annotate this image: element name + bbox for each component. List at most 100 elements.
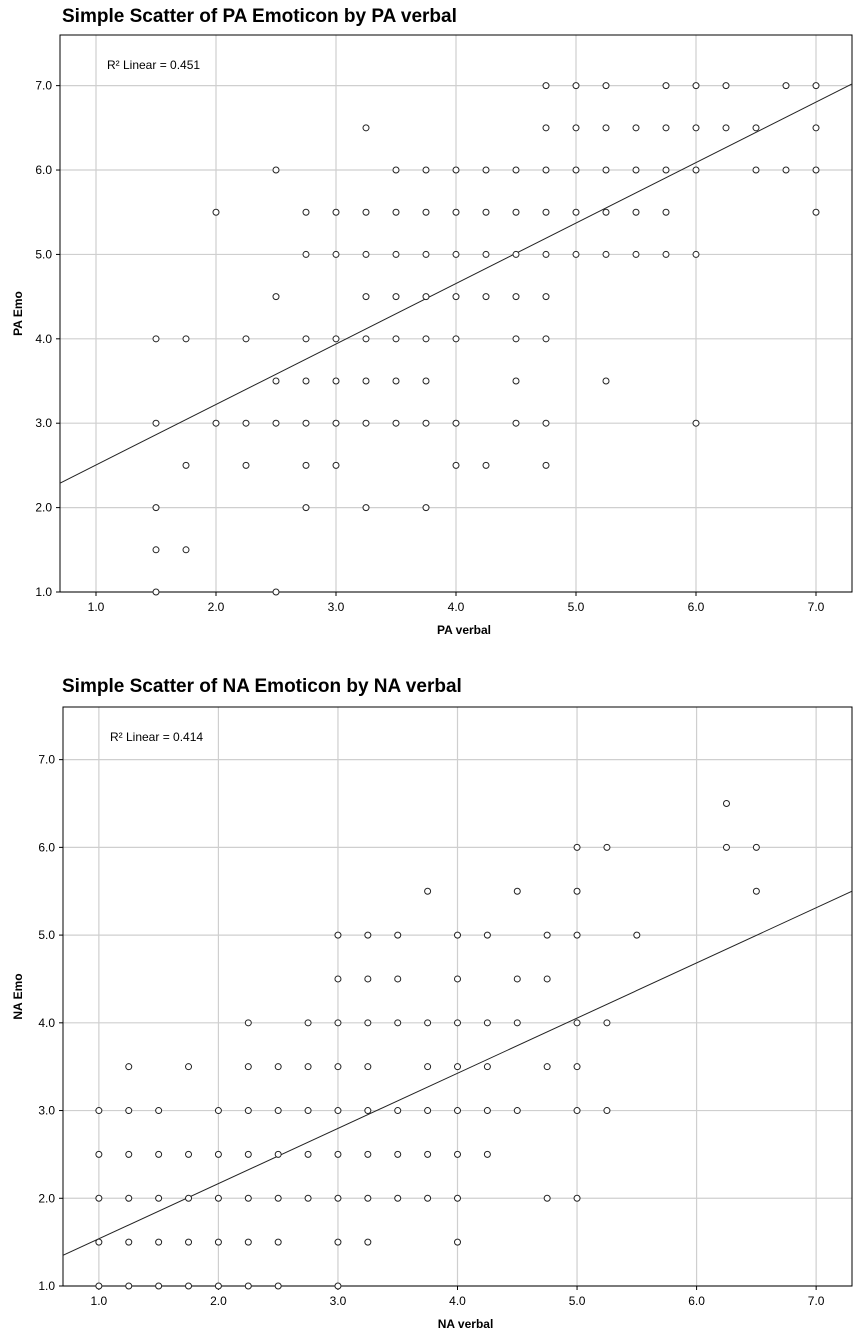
- data-point: [512, 377, 520, 385]
- y-tick-label: 1.0: [38, 1279, 55, 1293]
- data-point: [185, 1238, 193, 1246]
- data-point: [152, 335, 160, 343]
- data-point: [394, 1150, 402, 1158]
- data-point: [422, 293, 430, 301]
- data-point: [632, 208, 640, 216]
- fit-line: [60, 83, 852, 484]
- data-point: [364, 1063, 372, 1071]
- data-point: [244, 1194, 252, 1202]
- data-point: [272, 293, 280, 301]
- data-point: [362, 124, 370, 132]
- data-point: [334, 1194, 342, 1202]
- data-point: [452, 208, 460, 216]
- data-point: [602, 377, 610, 385]
- data-point: [482, 461, 490, 469]
- data-point: [302, 419, 310, 427]
- data-point: [304, 1019, 312, 1027]
- chart-title-na: Simple Scatter of NA Emoticon by NA verb…: [62, 676, 462, 697]
- data-point: [125, 1194, 133, 1202]
- data-point: [572, 250, 580, 258]
- data-point: [602, 208, 610, 216]
- data-point: [155, 1194, 163, 1202]
- data-point: [274, 1238, 282, 1246]
- y-tick-label: 5.0: [35, 247, 52, 261]
- data-point: [482, 166, 490, 174]
- data-point: [304, 1194, 312, 1202]
- data-point: [155, 1238, 163, 1246]
- data-point: [364, 1107, 372, 1115]
- data-point: [302, 377, 310, 385]
- data-point: [482, 250, 490, 258]
- data-point: [722, 843, 730, 851]
- data-point: [392, 377, 400, 385]
- data-point: [332, 377, 340, 385]
- data-point: [185, 1063, 193, 1071]
- data-point: [512, 166, 520, 174]
- data-point: [602, 124, 610, 132]
- data-point: [722, 82, 730, 90]
- data-point: [272, 377, 280, 385]
- data-point: [602, 250, 610, 258]
- y-tick-label: 6.0: [35, 163, 52, 177]
- data-point: [244, 1150, 252, 1158]
- y-tick-label: 3.0: [35, 416, 52, 430]
- data-point: [125, 1063, 133, 1071]
- data-point: [692, 250, 700, 258]
- data-point: [334, 931, 342, 939]
- data-point: [424, 1107, 432, 1115]
- data-point: [454, 1238, 461, 1246]
- data-point: [155, 1107, 163, 1115]
- data-point: [182, 461, 190, 469]
- data-point: [302, 250, 310, 258]
- x-tick-label: 2.0: [210, 1294, 227, 1308]
- data-point: [334, 975, 342, 983]
- data-point: [632, 250, 640, 258]
- data-point: [362, 208, 370, 216]
- data-point: [214, 1282, 222, 1290]
- data-point: [272, 588, 280, 596]
- x-tick-label: 7.0: [808, 1294, 825, 1308]
- data-point: [332, 419, 340, 427]
- data-point: [454, 1107, 461, 1115]
- y-tick-label: 3.0: [38, 1104, 55, 1118]
- data-point: [572, 124, 580, 132]
- data-point: [513, 1019, 521, 1027]
- data-point: [394, 975, 402, 983]
- data-point: [242, 461, 250, 469]
- x-tick-label: 6.0: [688, 600, 705, 614]
- data-point: [572, 208, 580, 216]
- data-point: [662, 82, 670, 90]
- data-point: [394, 1107, 402, 1115]
- data-point: [244, 1238, 252, 1246]
- data-point: [332, 335, 340, 343]
- data-point: [483, 1150, 491, 1158]
- data-point: [185, 1282, 193, 1290]
- x-tick-label: 3.0: [328, 600, 345, 614]
- data-point: [422, 377, 430, 385]
- data-point: [543, 975, 551, 983]
- data-point: [362, 335, 370, 343]
- data-point: [364, 1019, 372, 1027]
- data-point: [454, 1194, 461, 1202]
- y-tick-label: 7.0: [38, 753, 55, 767]
- data-point: [182, 546, 190, 554]
- data-point: [454, 975, 461, 983]
- data-point: [542, 293, 550, 301]
- x-tick-label: 4.0: [449, 1294, 466, 1308]
- data-point: [362, 293, 370, 301]
- data-point: [662, 166, 670, 174]
- data-point: [364, 975, 372, 983]
- data-point: [482, 208, 490, 216]
- data-point: [483, 931, 491, 939]
- data-point: [603, 843, 611, 851]
- data-point: [125, 1282, 133, 1290]
- data-point: [692, 166, 700, 174]
- y-tick-label: 7.0: [35, 79, 52, 93]
- data-point: [364, 1150, 372, 1158]
- data-point: [422, 419, 430, 427]
- data-point: [334, 1019, 342, 1027]
- data-point: [212, 419, 220, 427]
- x-tick-label: 1.0: [91, 1294, 108, 1308]
- x-axis-label: PA verbal: [437, 623, 491, 637]
- data-point: [274, 1194, 282, 1202]
